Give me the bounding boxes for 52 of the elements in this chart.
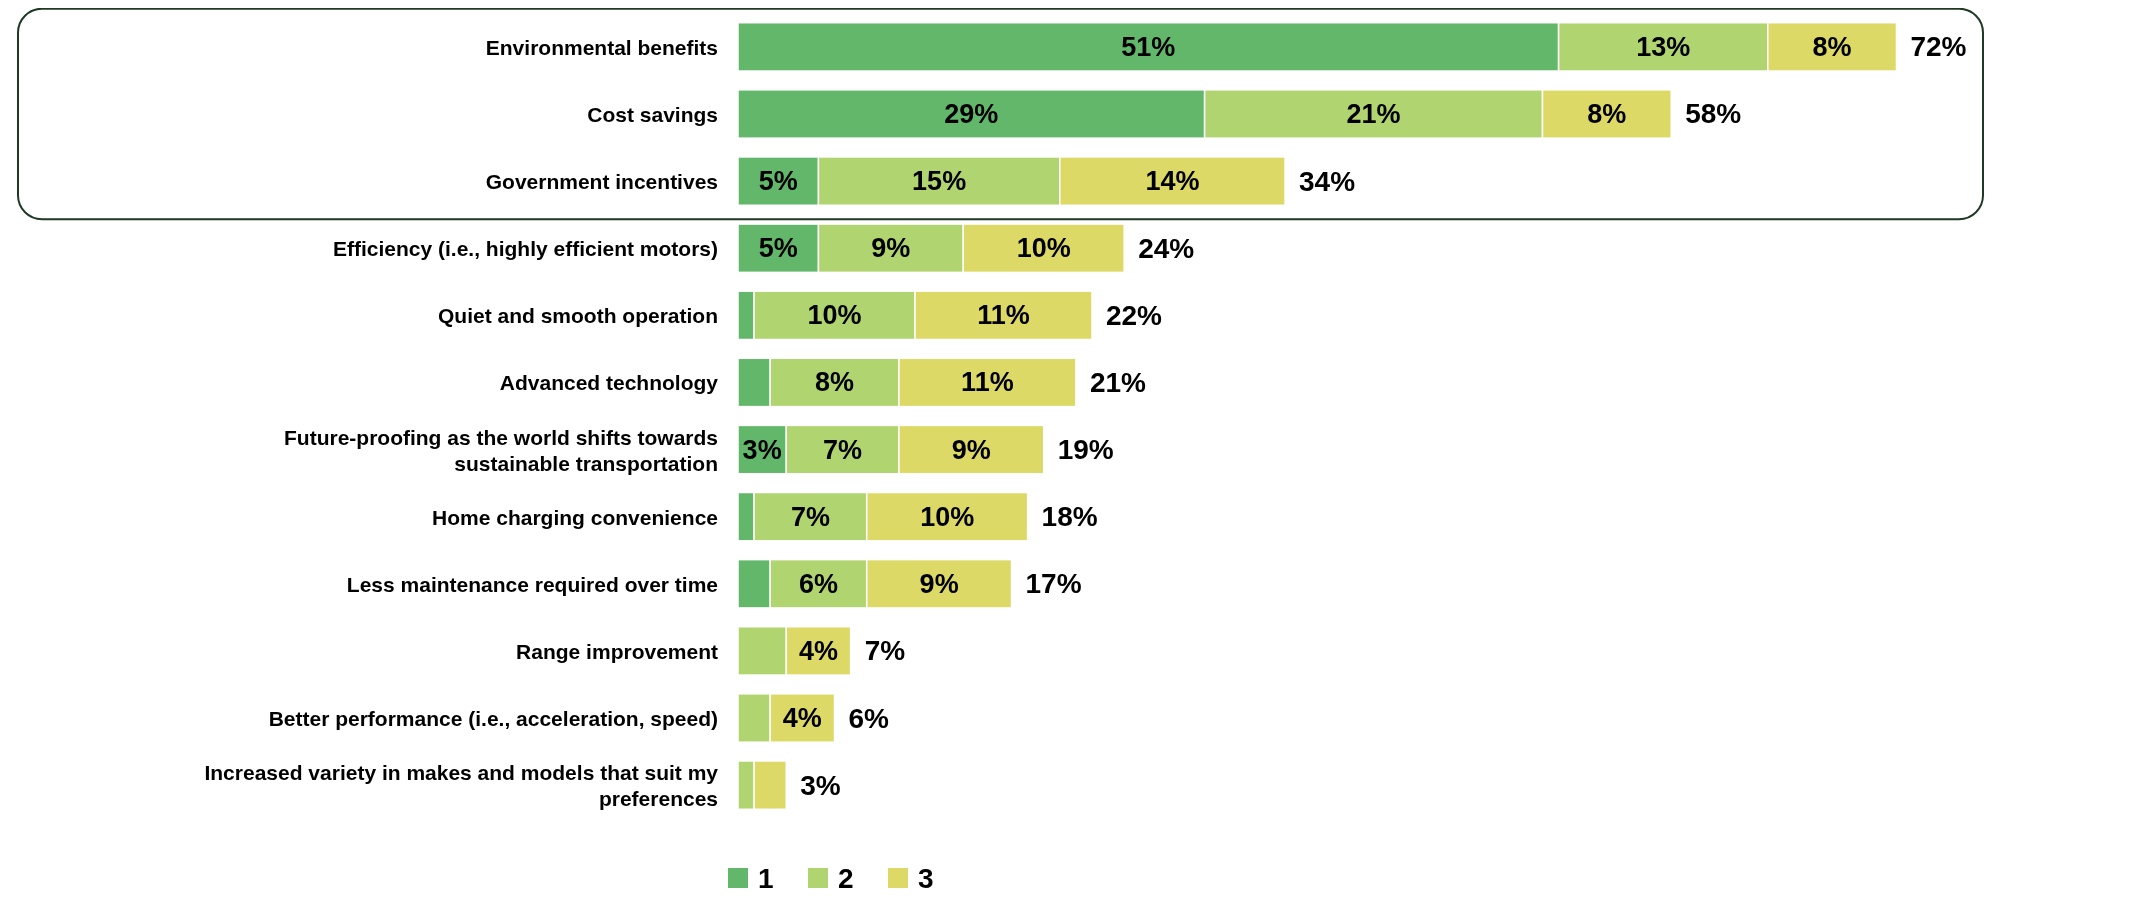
y-tick-label: Home charging convenience: [432, 505, 718, 529]
data-label: 10%: [807, 300, 862, 331]
data-label: 8%: [1587, 98, 1627, 129]
total-label: 34%: [1299, 165, 1356, 197]
data-label: 14%: [1145, 166, 1200, 197]
total-label: 7%: [864, 635, 906, 667]
legend-label: 2: [838, 862, 854, 894]
legend-label: 1: [758, 862, 774, 894]
data-label: 9%: [871, 233, 911, 264]
data-label: 8%: [815, 367, 855, 398]
total-label: 6%: [848, 702, 890, 734]
total-label: 19%: [1057, 434, 1114, 466]
data-label: 5%: [758, 233, 798, 264]
data-label: 5%: [758, 166, 798, 197]
data-label: 7%: [823, 434, 863, 465]
total-label: 22%: [1105, 299, 1163, 331]
total-label: 3%: [800, 769, 841, 801]
y-tick-label: Government incentives: [485, 169, 718, 193]
data-label: 10%: [920, 501, 975, 532]
y-tick-label: Efficiency (i.e., highly efficient motors): [332, 236, 718, 260]
data-label: 3%: [742, 434, 782, 465]
total-label: 24%: [1138, 232, 1195, 264]
y-tick-label: Less maintenance required over time: [346, 572, 718, 596]
data-label: 4%: [798, 635, 838, 666]
data-label: 8%: [1812, 31, 1852, 62]
y-tick-label: Quiet and smooth operation: [437, 303, 718, 327]
y-tick-label: Cost savings: [587, 102, 718, 126]
total-label: 21%: [1089, 366, 1147, 398]
data-label: 11%: [977, 300, 1030, 331]
data-label: 4%: [782, 703, 822, 734]
y-tick-label: Advanced technology: [499, 370, 719, 394]
data-label: 10%: [1016, 233, 1071, 264]
data-label: 6%: [798, 568, 838, 599]
data-label: 9%: [919, 568, 959, 599]
data-label: 21%: [1346, 98, 1401, 129]
data-label: 51%: [1121, 31, 1176, 62]
data-label: 13%: [1636, 31, 1691, 62]
data-label: 7%: [790, 501, 830, 532]
total-label: 17%: [1025, 568, 1082, 600]
total-label: 72%: [1910, 31, 1967, 63]
data-label: 29%: [944, 98, 999, 129]
y-tick-label: Future-proofing as the world shifts towards sustainable transportation: [283, 425, 718, 475]
data-label: 15%: [912, 166, 967, 197]
data-label: 9%: [951, 434, 991, 465]
total-label: 58%: [1685, 98, 1742, 130]
y-tick-label: Increased variety in makes and models that suit my preferences: [204, 760, 719, 810]
y-tick-label: Better performance (i.e., acceleration, speed): [268, 706, 718, 730]
y-tick-label: Environmental benefits: [485, 35, 718, 59]
y-tick-label: Range improvement: [516, 639, 718, 663]
data-label: 11%: [961, 367, 1014, 398]
legend-label: 3: [918, 862, 934, 894]
total-label: 18%: [1041, 501, 1098, 533]
